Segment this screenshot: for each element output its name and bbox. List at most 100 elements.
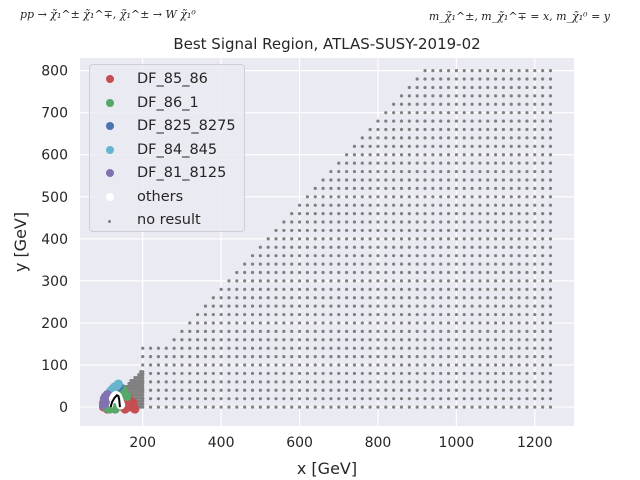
no-result-point xyxy=(470,363,474,367)
no-result-point xyxy=(501,228,506,233)
no-result-point xyxy=(462,237,466,241)
no-result-point xyxy=(227,380,231,384)
no-result-point xyxy=(407,144,411,148)
no-result-point xyxy=(501,312,506,317)
no-result-point xyxy=(439,270,443,275)
no-result-point xyxy=(384,254,388,258)
no-result-point xyxy=(486,153,490,157)
no-result-point xyxy=(509,228,513,233)
no-result-point xyxy=(368,371,372,376)
no-result-point xyxy=(470,405,474,409)
no-result-point xyxy=(392,169,396,174)
no-result-point xyxy=(305,405,309,409)
no-result-point xyxy=(266,321,270,325)
no-result-point xyxy=(478,212,482,216)
no-result-point xyxy=(164,380,168,384)
no-result-point xyxy=(290,296,294,300)
no-result-point xyxy=(423,161,427,165)
no-result-point xyxy=(509,262,513,266)
no-result-point xyxy=(431,85,435,90)
no-result-point xyxy=(431,161,435,165)
no-result-point xyxy=(243,380,247,384)
no-result-point xyxy=(368,228,372,233)
no-result-point xyxy=(172,338,176,342)
no-result-point xyxy=(525,346,529,350)
no-result-point xyxy=(533,312,537,317)
no-result-point xyxy=(399,262,404,266)
no-result-point xyxy=(423,94,427,98)
no-result-point xyxy=(509,397,513,401)
no-result-point xyxy=(470,254,474,258)
no-result-point xyxy=(415,94,419,98)
no-result-point xyxy=(533,388,537,392)
no-result-point xyxy=(266,287,270,291)
no-result-point xyxy=(533,77,537,81)
no-result-point xyxy=(399,186,404,190)
no-result-point xyxy=(321,228,325,233)
no-result-point xyxy=(486,169,490,174)
no-result-point xyxy=(470,262,474,266)
no-result-point xyxy=(423,212,427,216)
no-result-point xyxy=(376,279,380,283)
no-result-point xyxy=(446,237,451,241)
no-result-point xyxy=(517,127,521,132)
no-result-point xyxy=(384,212,388,216)
no-result-point xyxy=(219,363,223,367)
no-result-point xyxy=(439,94,443,98)
no-result-point xyxy=(470,195,474,199)
no-result-point xyxy=(266,371,270,376)
no-result-point xyxy=(439,178,443,182)
no-result-point xyxy=(525,245,529,249)
no-result-point xyxy=(533,237,537,241)
no-result-point xyxy=(321,380,325,384)
no-result-point xyxy=(392,245,396,249)
no-result-point xyxy=(329,228,333,233)
no-result-point xyxy=(360,346,364,350)
data-points xyxy=(99,69,553,414)
no-result-point xyxy=(219,388,223,392)
no-result-point xyxy=(533,262,537,266)
no-result-point xyxy=(517,338,521,342)
no-result-point xyxy=(501,119,506,123)
no-result-point xyxy=(415,186,419,190)
legend-label: DF_86_1 xyxy=(137,94,199,111)
no-result-point xyxy=(337,262,341,266)
legend-label: DF_84_845 xyxy=(137,141,218,158)
no-result-point xyxy=(470,397,474,401)
no-result-point xyxy=(454,304,458,308)
no-result-point xyxy=(321,220,325,224)
no-result-point xyxy=(368,237,372,241)
no-result-point xyxy=(407,169,411,174)
no-result-point xyxy=(509,69,513,73)
no-result-point xyxy=(376,262,380,266)
no-result-point xyxy=(321,388,325,392)
no-result-point xyxy=(407,296,411,300)
no-result-point xyxy=(525,178,529,182)
no-result-point xyxy=(454,279,458,283)
no-result-point xyxy=(172,371,176,376)
no-result-point xyxy=(548,329,553,333)
no-result-point xyxy=(368,279,372,283)
no-result-point xyxy=(139,405,143,409)
no-result-point xyxy=(446,178,451,182)
no-result-point xyxy=(345,363,349,367)
no-result-point xyxy=(486,388,490,392)
no-result-point xyxy=(345,312,349,317)
no-result-point xyxy=(384,237,388,241)
no-result-point xyxy=(297,220,302,224)
legend-entry: DF_825_8275 xyxy=(90,116,244,136)
no-result-point xyxy=(493,169,498,174)
no-result-point xyxy=(431,388,435,392)
no-result-point xyxy=(313,262,317,266)
no-result-point xyxy=(486,127,490,132)
no-result-point xyxy=(235,287,239,291)
no-result-point xyxy=(423,405,427,409)
no-result-point xyxy=(541,397,545,401)
no-result-point xyxy=(329,405,333,409)
no-result-point xyxy=(446,346,451,350)
no-result-point xyxy=(196,355,200,359)
no-result-point xyxy=(533,220,537,224)
no-result-point xyxy=(243,397,247,401)
no-result-point xyxy=(345,262,349,266)
no-result-point xyxy=(360,195,364,199)
